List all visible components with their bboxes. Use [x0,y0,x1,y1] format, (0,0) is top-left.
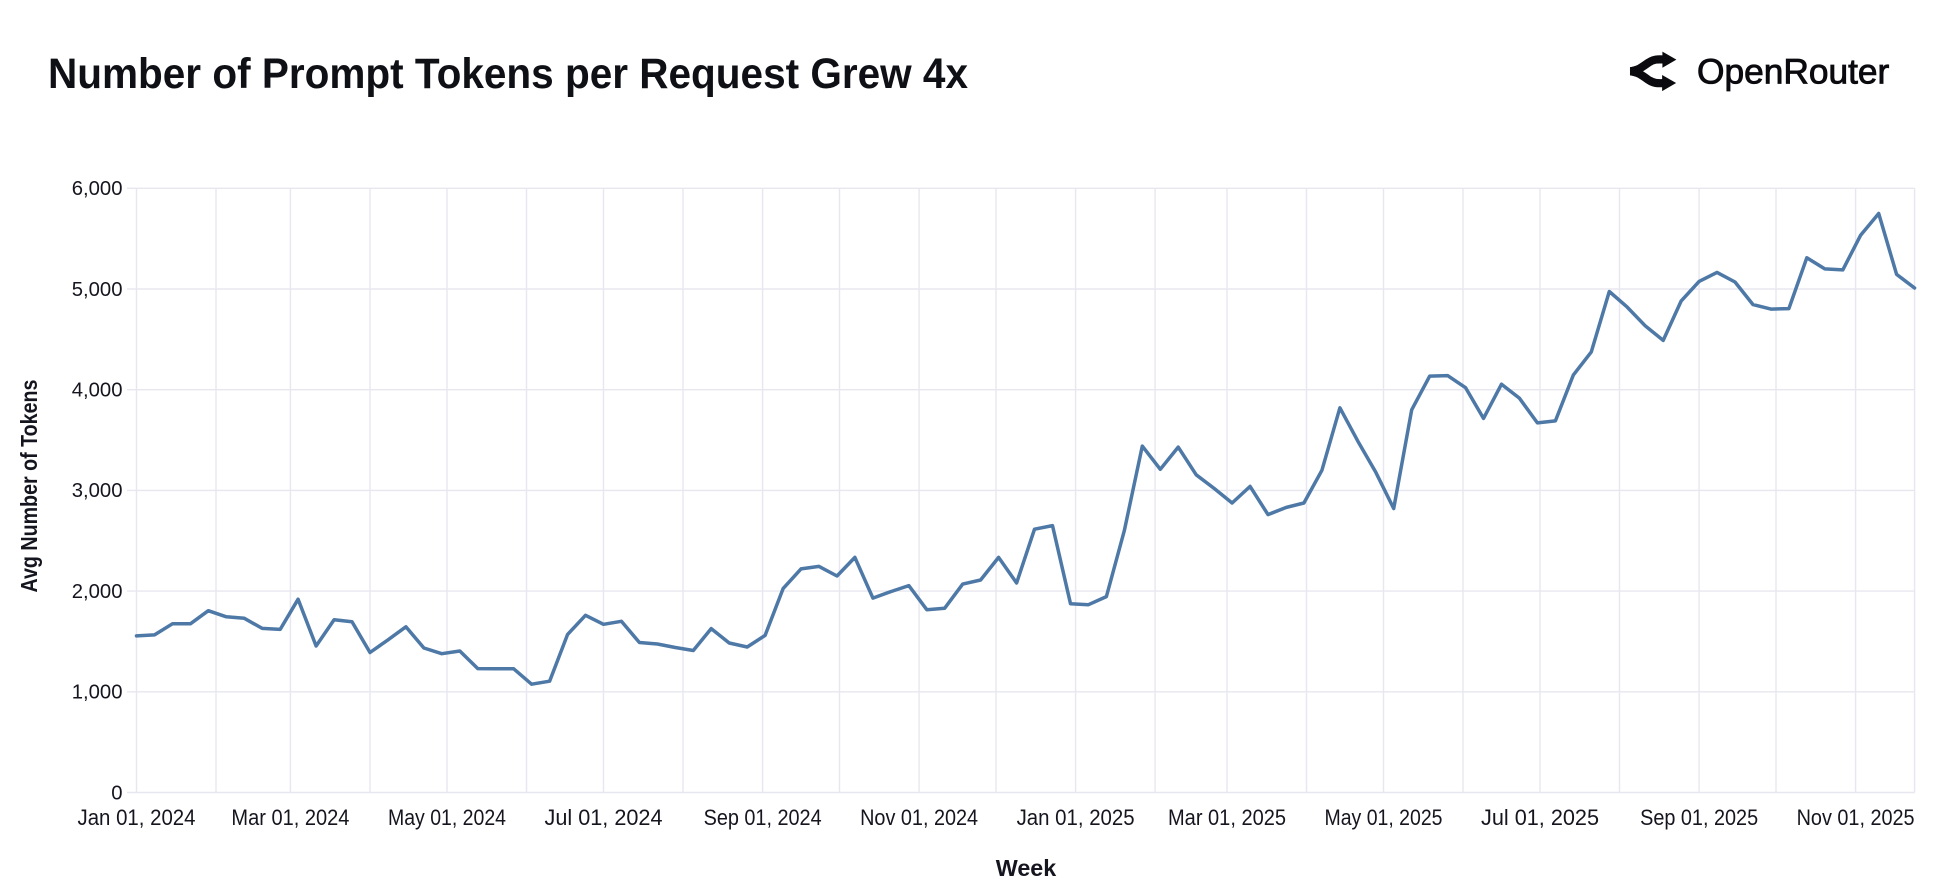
svg-text:Jul 01, 2025: Jul 01, 2025 [1481,805,1599,830]
svg-text:Jan 01, 2025: Jan 01, 2025 [1017,805,1135,830]
svg-text:Mar 01, 2025: Mar 01, 2025 [1168,805,1286,830]
svg-text:Jul 01, 2024: Jul 01, 2024 [545,805,663,830]
svg-text:5,000: 5,000 [72,279,123,301]
svg-text:6,000: 6,000 [72,178,123,200]
svg-text:Jan 01, 2024: Jan 01, 2024 [78,805,196,830]
svg-text:May 01, 2025: May 01, 2025 [1325,805,1443,830]
svg-text:Sep 01, 2024: Sep 01, 2024 [704,805,822,830]
svg-text:Avg Number of Tokens: Avg Number of Tokens [16,380,42,593]
svg-text:OpenRouter: OpenRouter [1697,53,1890,92]
svg-text:4,000: 4,000 [72,380,123,402]
svg-text:May 01, 2024: May 01, 2024 [388,805,506,830]
svg-text:3,000: 3,000 [72,480,123,502]
svg-text:2,000: 2,000 [72,581,123,603]
svg-text:1,000: 1,000 [72,682,123,704]
svg-text:Mar 01, 2024: Mar 01, 2024 [231,805,349,830]
svg-text:Nov 01, 2025: Nov 01, 2025 [1797,805,1915,830]
svg-text:Nov 01, 2024: Nov 01, 2024 [860,805,978,830]
svg-text:Number of Prompt Tokens per Re: Number of Prompt Tokens per Request Grew… [48,50,968,98]
svg-text:Week: Week [996,855,1056,881]
svg-text:0: 0 [111,782,122,804]
svg-text:Sep 01, 2025: Sep 01, 2025 [1640,805,1758,830]
